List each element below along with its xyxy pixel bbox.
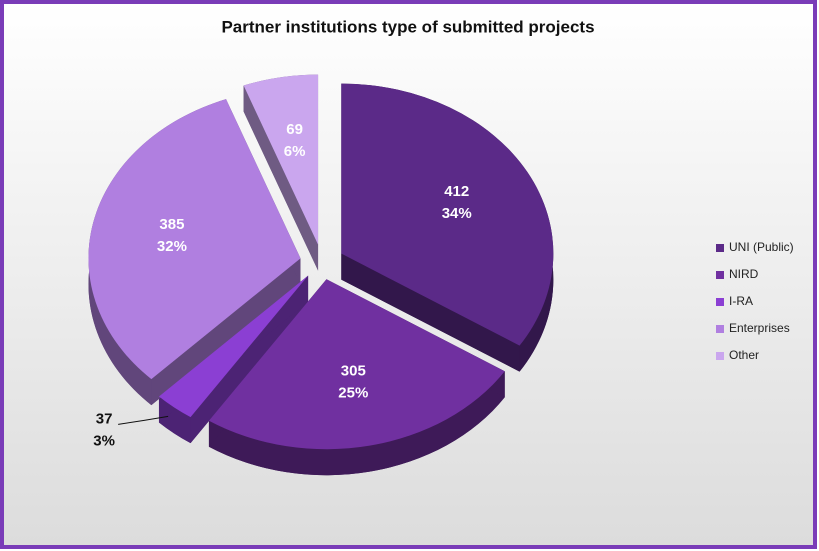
legend-swatch (716, 352, 724, 360)
slice-rim (208, 371, 505, 476)
slice-edge (341, 253, 520, 372)
percent-label: 25% (338, 384, 368, 401)
data-label: 37 (96, 410, 113, 427)
legend-label: Enterprises (729, 321, 790, 335)
data-label: 412 (444, 183, 469, 200)
slice (243, 74, 319, 245)
legend-label: I-RA (729, 294, 753, 308)
legend-swatch (716, 271, 724, 279)
data-label: 385 (159, 216, 184, 233)
leader-line (118, 415, 169, 425)
slice-edge (151, 258, 301, 406)
percent-label: 6% (284, 143, 306, 160)
slice-edge (243, 85, 319, 271)
legend-swatch (716, 298, 724, 306)
legend-swatch (716, 244, 724, 252)
percent-label: 3% (93, 432, 115, 449)
legend-label: NIRD (729, 267, 759, 281)
data-label: 305 (341, 362, 366, 379)
slice (88, 99, 301, 380)
percent-label: 34% (442, 205, 472, 222)
data-label: 69 (286, 121, 303, 138)
legend-label: Other (729, 348, 759, 362)
slice (208, 279, 505, 450)
slice (341, 83, 554, 346)
legend-label: UNI (Public) (729, 240, 794, 254)
legend-swatch (716, 325, 724, 333)
slice (158, 275, 309, 418)
percent-label: 32% (157, 238, 187, 255)
chart-title: Partner institutions type of submitted p… (221, 17, 594, 36)
